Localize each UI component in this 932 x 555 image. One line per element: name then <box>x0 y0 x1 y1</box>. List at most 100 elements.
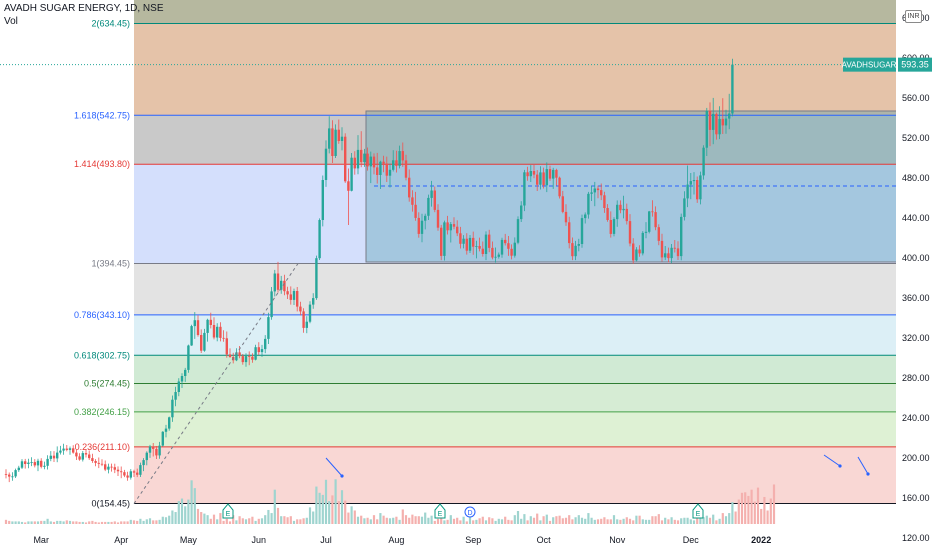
volume-bar <box>289 516 292 524</box>
candle-body <box>363 153 366 163</box>
volume-bar <box>305 517 308 524</box>
volume-bar <box>571 519 574 524</box>
volume-bar <box>248 518 251 524</box>
candle-body <box>705 110 708 148</box>
volume-bar <box>164 517 168 524</box>
volume-bar <box>657 514 660 524</box>
y-tick-label: 360.00 <box>902 293 930 303</box>
volume-bar <box>116 522 120 524</box>
candle-body <box>580 218 584 244</box>
volume-bar <box>33 521 36 524</box>
candle-body <box>123 472 126 476</box>
candle-body <box>420 220 424 234</box>
volume-bar <box>417 516 420 524</box>
volume-bar <box>433 520 436 524</box>
fib-level-label: 0.382(246.15) <box>74 407 130 417</box>
candle-body <box>664 253 667 258</box>
candle-body <box>596 188 600 191</box>
candle-body <box>331 128 334 156</box>
candle-body <box>244 356 248 363</box>
volume-bar <box>331 495 334 524</box>
volume-bar <box>705 515 708 524</box>
candle-body <box>494 256 497 258</box>
candle-body <box>116 469 120 472</box>
candle-body <box>104 464 107 470</box>
volume-bar <box>36 521 40 524</box>
volume-bar <box>667 519 670 524</box>
volume-bar <box>510 520 513 524</box>
candle-body <box>417 217 420 234</box>
candle-body <box>430 190 433 198</box>
volume-bar <box>686 517 689 524</box>
candle-body <box>8 474 11 477</box>
volume-bar <box>769 498 772 524</box>
volume-bar <box>568 515 571 524</box>
volume-bar <box>590 517 593 524</box>
candle-body <box>628 221 632 244</box>
volume-bar <box>142 520 145 524</box>
fib-level-label: 2(634.45) <box>91 19 130 29</box>
candle-body <box>657 227 660 241</box>
volume-bar <box>228 521 232 524</box>
candle-body <box>488 234 491 248</box>
candle-body <box>718 118 721 135</box>
candle-body <box>478 246 481 249</box>
volume-bar <box>14 521 17 524</box>
volume-bar <box>270 513 273 524</box>
volume-bar <box>59 520 62 524</box>
volume-bar <box>702 517 705 524</box>
fib-level-label: 0.786(343.10) <box>74 310 130 320</box>
candle-body <box>257 347 260 353</box>
volume-bar <box>123 521 126 524</box>
candle-body <box>78 456 81 460</box>
candle-body <box>120 471 123 473</box>
candle-body <box>504 239 507 244</box>
volume-bar <box>721 513 724 524</box>
volume-bar <box>155 520 158 524</box>
y-tick-label: 440.00 <box>902 213 930 223</box>
volume-bar <box>632 520 635 524</box>
candle-body <box>529 171 532 177</box>
candle-body <box>376 167 379 175</box>
candle-body <box>712 113 715 130</box>
volume-bar <box>200 512 203 524</box>
candle-body <box>241 356 244 363</box>
candle-body <box>91 458 94 461</box>
volume-bar <box>216 519 219 524</box>
volume-bar <box>529 516 532 524</box>
candle-body <box>142 460 145 466</box>
fib-level-label: 1(394.45) <box>91 259 130 269</box>
candle-body <box>500 239 504 255</box>
candle-body <box>692 180 696 182</box>
candle-body <box>292 291 296 300</box>
volume-bar <box>481 516 484 524</box>
candle-body <box>603 195 606 208</box>
volume-bar <box>312 511 315 524</box>
volume-bar <box>635 515 638 524</box>
volume-bar <box>209 518 212 524</box>
candle-body <box>17 467 20 471</box>
volume-bar <box>734 511 737 524</box>
volume-bar <box>523 514 526 524</box>
candle-body <box>670 247 673 259</box>
currency-badge[interactable]: INR <box>905 10 922 23</box>
candle-body <box>132 471 136 473</box>
candle-body <box>65 448 68 450</box>
candle-body <box>209 319 212 325</box>
candle-body <box>686 184 689 199</box>
candle-body <box>414 204 417 218</box>
candle-body <box>315 258 318 299</box>
candle-body <box>225 338 228 355</box>
volume-bar <box>545 514 548 524</box>
volume-bar <box>187 499 190 524</box>
volume-bar <box>641 519 644 524</box>
candle-body <box>401 151 404 161</box>
dividend-marker <box>464 506 476 518</box>
candle-body <box>660 240 664 258</box>
fib-levels <box>134 23 896 505</box>
volume-bar <box>625 517 628 524</box>
volume-bar <box>286 517 289 524</box>
volume-bar <box>564 517 568 524</box>
candle-body <box>158 445 161 456</box>
